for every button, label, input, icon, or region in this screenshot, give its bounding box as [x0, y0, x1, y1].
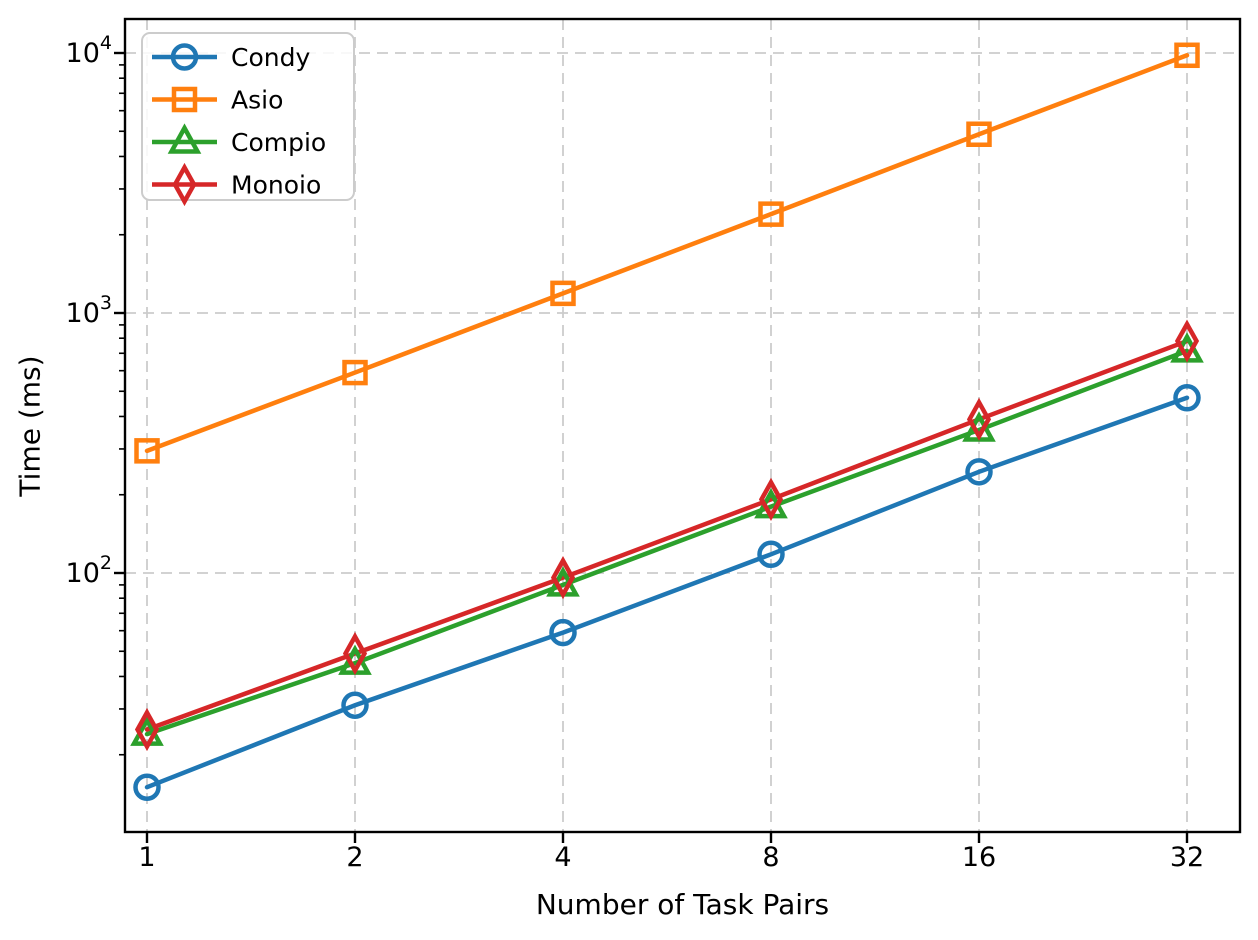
marker-monoio [1174, 319, 1200, 363]
y-tick-label: 104 [66, 32, 112, 69]
legend-label-monoio: Monoio [231, 171, 321, 200]
x-tick-label: 2 [346, 842, 363, 873]
x-tick-label: 16 [962, 842, 996, 873]
marker-condy [549, 618, 577, 647]
marker-asio [758, 201, 784, 227]
series-line-compio [144, 348, 1190, 737]
x-axis-label: Number of Task Pairs [535, 888, 830, 921]
x-tick-label: 8 [762, 842, 779, 873]
legend-marker-monoio [172, 162, 197, 207]
marker-asio [134, 438, 160, 464]
x-tick-label: 4 [554, 842, 571, 873]
marker-monoio [758, 477, 784, 521]
series-line-monoio [144, 338, 1190, 732]
plot-border [123, 17, 1242, 834]
marker-condy [965, 458, 993, 486]
legend-marker-compio [167, 123, 202, 154]
marker-condy [341, 691, 369, 719]
y-tick-label: 103 [66, 292, 112, 329]
legend-label-asio: Asio [231, 86, 283, 115]
series-line-condy [144, 395, 1190, 790]
marker-condy [757, 540, 785, 569]
y-tick-label: 102 [66, 552, 112, 589]
marker-monoio [550, 555, 576, 600]
x-tick-label: 1 [138, 842, 155, 873]
series-line-asio [144, 53, 1190, 454]
marker-condy [1173, 384, 1201, 412]
marker-asio [550, 280, 576, 307]
legend-marker-condy [170, 43, 199, 71]
marker-asio [1174, 42, 1200, 69]
marker-monoio [342, 631, 368, 676]
legend-label-condy: Condy [231, 43, 310, 72]
marker-asio [966, 121, 992, 147]
marker-asio [342, 359, 368, 386]
legend-marker-asio [171, 86, 198, 113]
legend-label-compio: Compio [231, 128, 326, 157]
x-tick-label: 32 [1170, 842, 1204, 873]
marker-condy [133, 773, 161, 801]
legend-box [141, 32, 355, 201]
marker-monoio [134, 707, 160, 752]
marker-monoio [966, 397, 992, 441]
y-axis-label: Time (ms) [13, 355, 47, 497]
